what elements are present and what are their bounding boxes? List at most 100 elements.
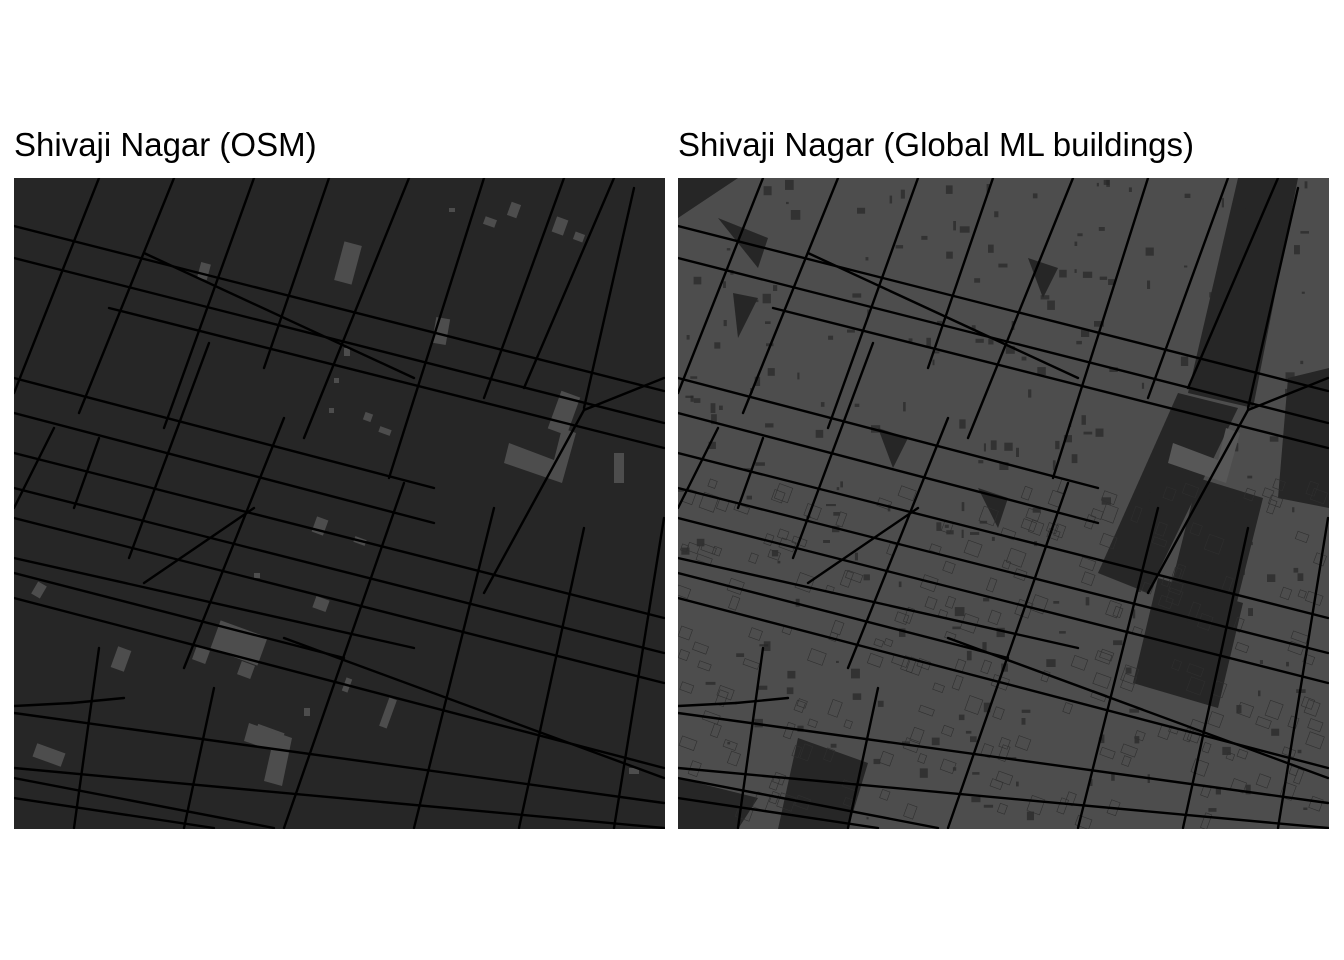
- building-gap: [982, 642, 987, 652]
- road-segment: [162, 178, 256, 430]
- building-footprint: [1232, 616, 1245, 633]
- building-gap: [1032, 193, 1038, 199]
- building-gap: [727, 741, 731, 745]
- building-gap: [1071, 454, 1078, 464]
- building-footprint: [924, 596, 938, 610]
- building-footprint: [678, 735, 698, 751]
- map-osm[interactable]: [14, 178, 665, 829]
- building-gap: [797, 725, 804, 732]
- building-gap: [895, 245, 904, 249]
- building-footprint: [1105, 600, 1122, 619]
- building-gap: [1300, 231, 1309, 234]
- building-footprint: [1157, 594, 1174, 610]
- road-segment: [14, 711, 665, 805]
- building-gap: [739, 313, 749, 317]
- road-segment: [678, 571, 1010, 660]
- building-footprint: [1027, 519, 1045, 536]
- building-footprint: [1165, 587, 1184, 606]
- building-gap: [1202, 333, 1213, 337]
- building-gap: [763, 641, 771, 651]
- building-gap: [900, 189, 905, 199]
- building-footprint: [1070, 655, 1089, 671]
- road-segment: [1181, 526, 1250, 829]
- road-segment: [678, 776, 940, 829]
- building-gap: [828, 335, 834, 340]
- building-footprint: [431, 316, 451, 346]
- building-footprint: [1243, 487, 1256, 502]
- building-gap: [1245, 208, 1253, 212]
- building-gap: [1300, 360, 1304, 365]
- building-footprint: [944, 595, 956, 609]
- building-footprint: [686, 541, 701, 555]
- building-gap: [1037, 367, 1046, 376]
- building-gap: [763, 186, 772, 196]
- building-footprint: [902, 737, 921, 753]
- road-segment: [734, 696, 790, 705]
- building-footprint: [1236, 701, 1255, 719]
- building-footprint: [210, 620, 268, 666]
- building-footprint: [733, 503, 750, 515]
- building-footprint: [1026, 795, 1046, 816]
- building-gap: [1016, 447, 1019, 457]
- building-footprint: [1189, 522, 1203, 537]
- building-footprint: [1005, 547, 1027, 568]
- building-gap: [945, 185, 953, 194]
- building-gap: [1304, 181, 1308, 189]
- building-gap: [753, 299, 759, 303]
- building-gap: [1125, 667, 1132, 674]
- building-footprint: [1171, 566, 1183, 580]
- building-gap: [988, 244, 994, 253]
- building-footprint: [1279, 781, 1297, 801]
- building-gap: [971, 325, 976, 331]
- open-space: [1188, 178, 1298, 408]
- building-footprint: [776, 792, 797, 812]
- building-gap: [1098, 227, 1105, 231]
- building-footprint: [722, 739, 738, 751]
- building-gap: [1259, 304, 1269, 313]
- building-gap: [887, 504, 891, 512]
- road-network-layer: [678, 178, 1329, 829]
- building-footprint: [678, 625, 693, 641]
- building-gap: [815, 429, 824, 438]
- building-gap: [1032, 507, 1041, 513]
- road-segment: [127, 341, 211, 560]
- map-global-ml[interactable]: [678, 178, 1329, 829]
- building-footprint: [1264, 699, 1284, 721]
- building-gap: [857, 207, 866, 214]
- road-segment: [14, 766, 665, 829]
- building-footprint: [482, 216, 498, 228]
- road-segment: [946, 636, 1329, 780]
- road-segment: [14, 426, 56, 510]
- building-footprint: [1305, 480, 1319, 497]
- building-footprint: [697, 660, 712, 672]
- building-footprint: [1236, 748, 1249, 760]
- building-footprint: [1297, 589, 1307, 599]
- building-gap: [1250, 541, 1253, 546]
- building-footprint: [878, 750, 895, 767]
- building-footprint: [710, 723, 722, 739]
- building-gap: [865, 257, 869, 261]
- building-gap: [970, 736, 977, 743]
- building-gap: [1271, 728, 1280, 736]
- building-gap: [762, 293, 771, 304]
- building-footprint: [506, 201, 522, 219]
- building-gap: [693, 398, 701, 403]
- building-gap: [1215, 788, 1221, 795]
- building-footprint: [989, 778, 1004, 791]
- building-gap: [936, 522, 942, 531]
- building-footprint: [312, 595, 330, 613]
- building-gap: [873, 758, 881, 765]
- building-gap: [693, 276, 702, 285]
- building-footprint: [1029, 594, 1049, 615]
- building-gap: [898, 581, 902, 588]
- building-gap: [1269, 436, 1279, 442]
- building-gap: [1209, 292, 1215, 298]
- building-gap: [758, 685, 768, 690]
- building-footprint: [917, 753, 928, 764]
- building-footprint: [1203, 533, 1225, 555]
- building-gap: [971, 796, 981, 803]
- building-gap: [988, 338, 994, 345]
- road-segment: [791, 341, 875, 560]
- building-footprint: [254, 573, 260, 578]
- building-footprint: [679, 681, 695, 694]
